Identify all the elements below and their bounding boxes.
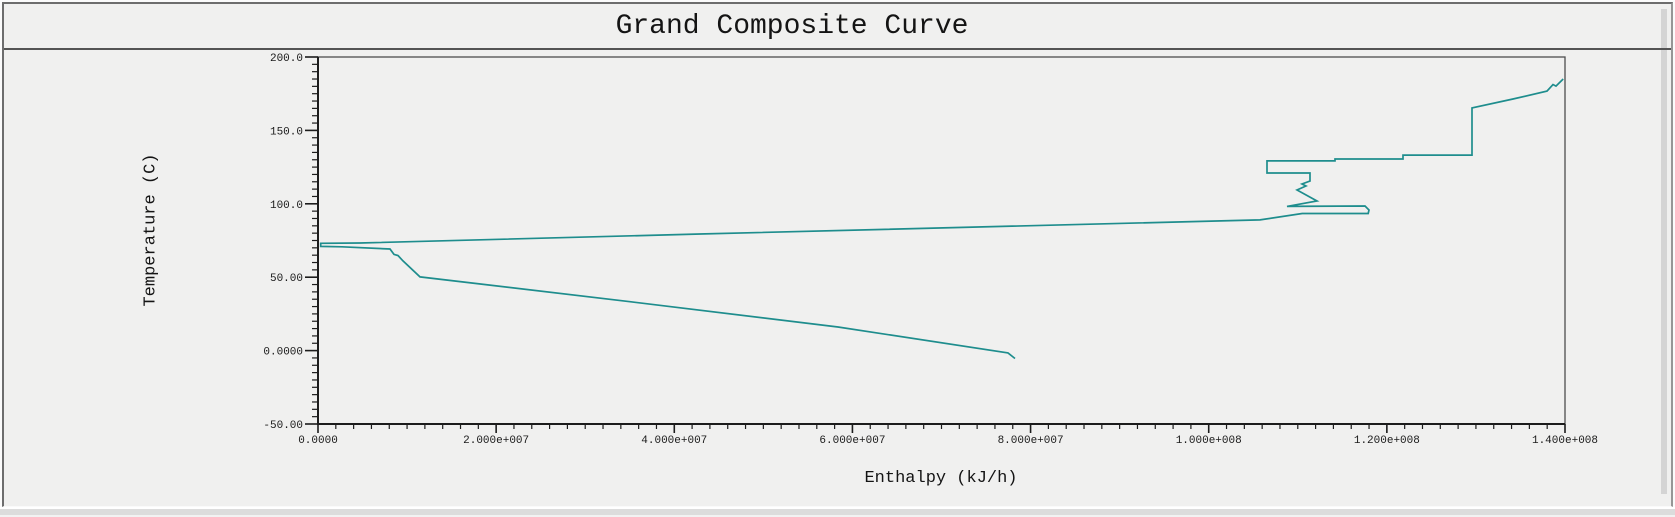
y-axis-tick-label: 100.0: [270, 200, 303, 212]
x-axis-tick-label: 1.400e+008: [1532, 435, 1598, 447]
x-axis-tick-label: 8.000e+007: [998, 435, 1064, 447]
x-axis-tick-label: 1.000e+008: [1176, 435, 1242, 447]
y-axis-tick-label: 50.00: [270, 273, 303, 285]
x-axis-tick-label: 4.000e+007: [641, 435, 707, 447]
plot-panel: [2, 2, 1673, 507]
title-separator: [4, 48, 1671, 50]
x-axis-title: Enthalpy (kJ/h): [864, 469, 1018, 488]
y-axis-tick-label: -50.00: [263, 420, 303, 432]
y-axis-tick-label: 200.0: [270, 53, 303, 65]
right-border-band: [1661, 9, 1667, 494]
chart-title: Grand Composite Curve: [615, 11, 969, 42]
bottom-panel-edge: [0, 507, 1675, 517]
x-axis-tick-label: 6.000e+007: [819, 435, 885, 447]
x-axis-tick-label: 2.000e+007: [463, 435, 529, 447]
x-axis-tick-label: 0.0000: [298, 435, 338, 447]
y-axis-tick-label: 0.0000: [263, 347, 303, 359]
x-axis-tick-label: 1.200e+008: [1354, 435, 1420, 447]
plot-border: [317, 56, 1566, 425]
y-axis-tick-label: 150.0: [270, 126, 303, 138]
curve-grand-composite-curve: [319, 78, 1564, 360]
